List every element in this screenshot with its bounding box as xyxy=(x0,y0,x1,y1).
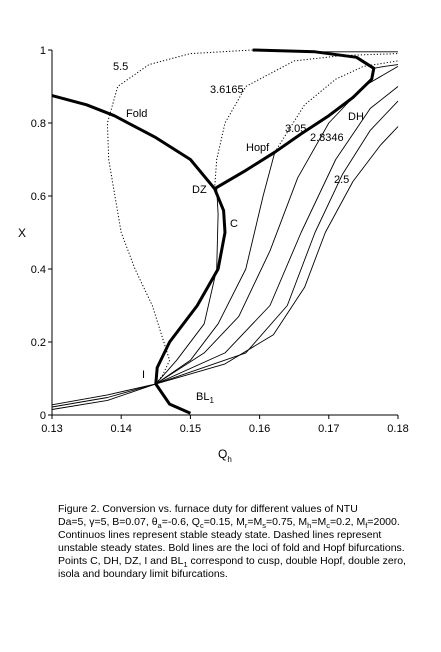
y-axis-label: X xyxy=(18,226,26,240)
caption-text: s xyxy=(262,521,266,530)
curve xyxy=(155,126,399,385)
x-axis-label: Qh xyxy=(218,447,232,464)
caption-text: f xyxy=(365,521,368,530)
annotation: 3.6165 xyxy=(210,84,244,96)
caption-text: =M xyxy=(311,516,326,528)
caption-text: Da=5, γ=5, B=0.07, θ xyxy=(58,516,158,528)
y-tick-label: 0.4 xyxy=(31,264,46,276)
x-tick-label: 0.15 xyxy=(180,423,201,435)
caption-text: correspond to cusp, double Hopf, double … xyxy=(188,555,406,567)
caption-text: r xyxy=(245,521,248,530)
x-tick-label: 0.16 xyxy=(249,423,270,435)
y-tick-label: 0.6 xyxy=(31,191,46,203)
caption-text: =2000. xyxy=(367,516,399,528)
caption-text: h xyxy=(307,521,311,530)
annotation: 2.8346 xyxy=(310,132,344,144)
caption-text: c xyxy=(200,521,204,530)
caption-text: unstable steady states. Bold lines are t… xyxy=(58,542,405,554)
bl-sub: 1 xyxy=(209,396,214,405)
curve xyxy=(213,48,376,190)
caption-text: =0.75, M xyxy=(266,516,307,528)
annotation: Fold xyxy=(126,108,147,120)
caption-line: Figure 2. Conversion vs. furnace duty fo… xyxy=(58,503,358,515)
caption-line: Points C, DH, DZ, I and BL1 correspond t… xyxy=(58,555,406,569)
curve xyxy=(51,383,156,408)
caption-line: unstable steady states. Bold lines are t… xyxy=(58,542,405,554)
curve xyxy=(274,60,399,153)
annotation: BL1 xyxy=(196,391,214,405)
curve xyxy=(155,152,276,385)
curve xyxy=(155,86,399,385)
annotation: 5.5 xyxy=(113,61,128,73)
annotation: DH xyxy=(348,111,364,123)
caption-text: Points C, DH, DZ, I and BL xyxy=(58,555,184,567)
y-tick-label: 1 xyxy=(40,45,46,57)
y-tick-label: 0.8 xyxy=(31,118,46,130)
x-tick-label: 0.13 xyxy=(41,423,62,435)
caption-text: isola and boundary limit bifurcations. xyxy=(58,568,228,580)
caption-text: Continuos lines represent stable steady … xyxy=(58,529,381,541)
curve xyxy=(214,53,399,189)
caption-text: a xyxy=(158,521,163,530)
x-label-sub: h xyxy=(227,455,231,464)
y-tick-label: 0.2 xyxy=(31,337,46,349)
caption-text: c xyxy=(326,521,330,530)
x-tick-label: 0.18 xyxy=(387,423,408,435)
x-label-main: Q xyxy=(218,447,227,461)
caption-text: =0.2, M xyxy=(330,516,365,528)
annotation: Hopf xyxy=(246,142,270,154)
caption-text: =M xyxy=(247,516,262,528)
x-tick-label: 0.17 xyxy=(318,423,339,435)
bl-label: BL xyxy=(196,391,209,403)
x-tick-label: 0.14 xyxy=(110,423,131,435)
caption-text: Figure 2. Conversion vs. furnace duty fo… xyxy=(58,503,358,515)
annotation: I xyxy=(142,369,145,381)
caption-line: isola and boundary limit bifurcations. xyxy=(58,568,228,580)
annotation: 2.5 xyxy=(334,174,349,186)
curve xyxy=(51,383,156,406)
annotation: DZ xyxy=(192,184,207,196)
caption-text: =-0.6, Q xyxy=(162,516,200,528)
caption-line: Continuos lines represent stable steady … xyxy=(58,529,381,541)
caption-line: Da=5, γ=5, B=0.07, θa=-0.6, Qc=0.15, Mr=… xyxy=(58,516,400,530)
curve xyxy=(373,64,399,69)
curve xyxy=(155,100,399,385)
caption-text: 1 xyxy=(183,560,187,569)
curve xyxy=(106,49,253,385)
curve xyxy=(155,188,219,385)
curve xyxy=(51,383,156,410)
annotation: C xyxy=(230,218,238,230)
annotation: 3.05 xyxy=(285,123,306,135)
y-tick-label: 0 xyxy=(40,410,46,422)
caption-text: =0.15, M xyxy=(204,516,245,528)
curve xyxy=(51,94,227,415)
